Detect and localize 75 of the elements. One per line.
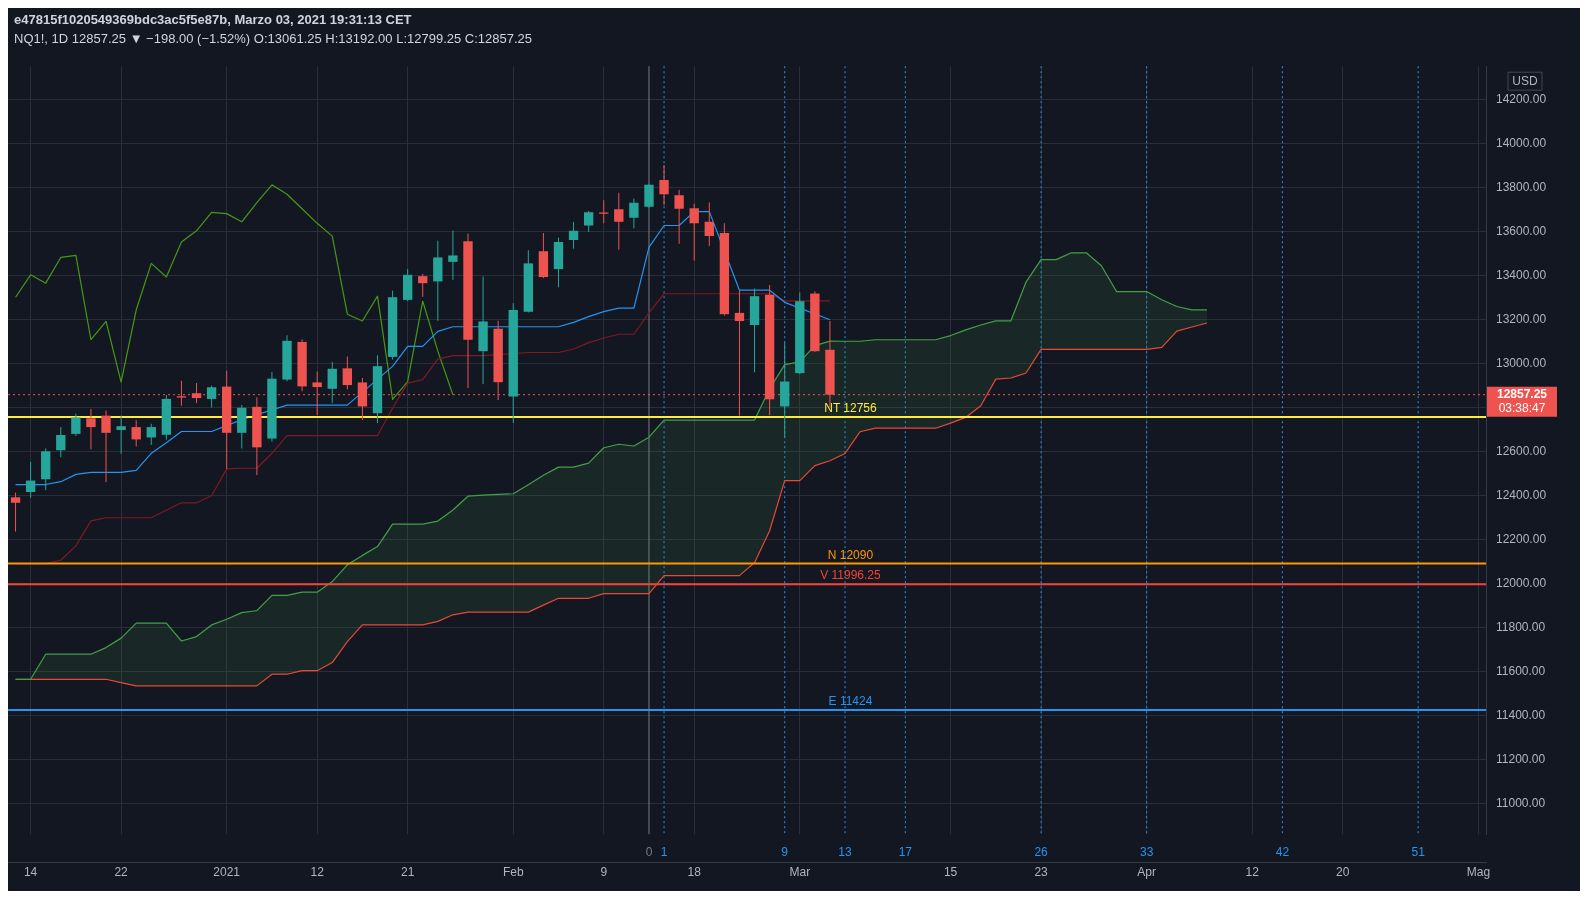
x-tick-label: 18 [687,865,702,880]
x-tick-label: Apr [1137,865,1157,880]
y-tick-label: 11800.00 [1496,619,1546,634]
ref-line-label: 12857.25 [1496,387,1548,401]
y-tick-label: 11200.00 [1496,751,1546,766]
x2-tick-label: 42 [1275,844,1290,859]
y-tick-label: 11000.00 [1496,795,1546,810]
candlestick [101,410,111,483]
ref-line-label: N 12090 [827,547,874,562]
y-tick-label: 13800.00 [1496,179,1547,194]
x-tick-label: 23 [1034,865,1049,880]
x-tick-label: 15 [943,865,958,880]
candlestick [116,415,126,455]
candlestick [191,382,202,404]
x2-tick-label: 13 [838,844,853,859]
x2-tick-label: 51 [1411,844,1426,859]
candlestick [71,413,81,437]
candlestick [433,240,443,322]
y-tick-label: 14200.00 [1496,91,1547,106]
ref-line-label: V 11996.25 [820,568,882,583]
candlestick [614,192,624,251]
x2-tick-label: 26 [1034,844,1049,859]
y-tick-label: 12000.00 [1496,575,1547,590]
candlestick [131,419,141,447]
y-tick-label: 12200.00 [1496,531,1547,546]
chart-title: e47815f1020549369bdc3ac5f5e87b, Marzo 03, 2021 19:31:13 CET [13,11,413,29]
x2-tick-label: 1 [660,844,668,859]
x-tick-label: 20 [1336,865,1350,880]
y-tick-label: 11600.00 [1496,663,1546,678]
y-tick-label: 13000.00 [1496,355,1547,370]
chart-subtitle: NQ1!, 1D 12857.25 ▼ −198.00 (−1.52%) O:13061.25 H:13192.00 L:12799.25 C:12857.25 [13,30,534,48]
candlestick [25,461,36,499]
x-tick-label: 14 [23,865,38,880]
x-tick-label: Mar [789,865,811,880]
x-tick-label: 9 [600,865,608,880]
x-tick-label: Mag [1466,865,1491,880]
candlestick [342,355,353,390]
candlestick [206,385,217,409]
x-tick-label: 21 [400,865,415,880]
y-tick-label: 12600.00 [1496,443,1547,458]
x-tick-label: Feb [502,865,524,880]
y-tick-label: 13400.00 [1496,267,1547,282]
candlestick [418,273,428,298]
y-tick-label: 12400.00 [1496,487,1547,502]
text: USD [1512,73,1538,88]
x2-tick-label: 17 [898,844,913,859]
y-tick-label: 13600.00 [1496,223,1547,238]
candlestick [56,426,66,458]
x-tick-label: 12 [1245,865,1260,880]
candlestick [704,201,714,247]
candlestick [583,210,594,233]
candlestick [689,203,699,262]
y-tick-label: 14000.00 [1496,135,1547,150]
candlestick [146,423,156,446]
candlestick [327,361,337,404]
candlestick [599,199,609,224]
candlestick [659,164,669,206]
y-tick-label: 11400.00 [1496,707,1546,722]
ref-line-label: NT 12756 [824,401,878,416]
candlestick [629,197,639,229]
candlestick [568,221,579,250]
ref-line-label: E 11424 [828,694,873,709]
x2-tick-label: 9 [781,844,789,859]
text: 03:38:47 [1498,401,1546,415]
candlestick [644,183,654,209]
x-tick-label: 2021 [213,865,241,880]
x2-tick-label: 33 [1139,844,1154,859]
x-tick-label: 22 [114,865,129,880]
candlestick [674,189,684,245]
candlestick [10,492,21,533]
x-tick-label: 12 [310,865,325,880]
candlestick [86,408,96,450]
y-tick-label: 13200.00 [1496,311,1547,326]
x2-tick-label: 0 [645,844,653,859]
candlestick [448,230,458,281]
